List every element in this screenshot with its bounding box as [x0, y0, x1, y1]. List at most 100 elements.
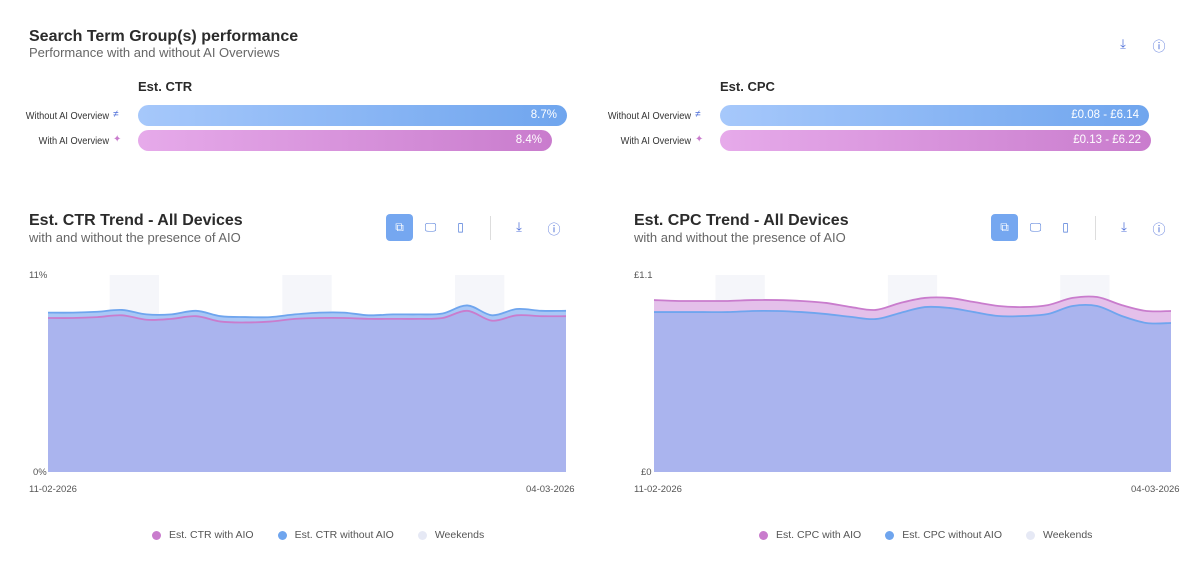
data-point[interactable]: [1093, 293, 1101, 301]
data-point[interactable]: [675, 308, 683, 316]
data-point[interactable]: [1069, 302, 1077, 310]
info-icon[interactable]: ⓘ: [547, 222, 561, 237]
data-point[interactable]: [872, 306, 880, 314]
legend-label: Weekends: [1043, 529, 1093, 541]
data-point[interactable]: [921, 303, 929, 311]
legend-without[interactable]: Est. CPC without AIO: [885, 529, 1002, 541]
data-point[interactable]: [1118, 312, 1126, 320]
data-point[interactable]: [822, 310, 830, 318]
without-aio-line: [47, 304, 567, 319]
data-point[interactable]: [1118, 301, 1126, 309]
data-point[interactable]: [1019, 303, 1027, 311]
download-icon[interactable]: ⤓: [516, 219, 522, 234]
data-point[interactable]: [192, 307, 200, 315]
desktop-button[interactable]: 🖵: [1029, 220, 1042, 234]
legend-weekends[interactable]: Weekends: [1026, 529, 1092, 541]
data-point[interactable]: [650, 308, 658, 316]
data-point[interactable]: [822, 299, 830, 307]
chart-subtitle: with and without the presence of AIO: [634, 230, 846, 245]
divider: [490, 216, 491, 240]
data-point[interactable]: [773, 296, 781, 304]
chart-legend: Est. CPC with AIO Est. CPC without AIO W…: [759, 529, 1092, 541]
data-point[interactable]: [945, 294, 953, 302]
x-tick-start: 11-02-2026: [29, 484, 77, 495]
info-icon[interactable]: ⓘ: [1152, 222, 1166, 237]
data-point[interactable]: [217, 312, 225, 320]
data-point[interactable]: [562, 307, 570, 315]
mobile-button[interactable]: ▯: [457, 220, 464, 234]
data-point[interactable]: [847, 303, 855, 311]
data-point[interactable]: [970, 298, 978, 306]
data-point[interactable]: [414, 310, 422, 318]
data-point[interactable]: [143, 310, 151, 318]
data-point[interactable]: [513, 305, 521, 313]
data-point[interactable]: [748, 307, 756, 315]
cpc-with-label: With AI Overview: [620, 135, 691, 147]
desktop-button[interactable]: 🖵: [424, 220, 437, 234]
download-icon[interactable]: ⤓: [1120, 36, 1126, 51]
legend-dot: [277, 530, 287, 540]
data-point[interactable]: [315, 309, 323, 317]
data-point[interactable]: [650, 296, 658, 304]
data-point[interactable]: [1167, 319, 1175, 327]
data-point[interactable]: [537, 307, 545, 315]
data-point[interactable]: [773, 307, 781, 315]
data-point[interactable]: [1093, 302, 1101, 310]
data-point[interactable]: [118, 306, 126, 314]
legend-label: Est. CPC without AIO: [902, 529, 1002, 541]
data-point[interactable]: [389, 310, 397, 318]
data-point[interactable]: [1069, 294, 1077, 302]
data-point[interactable]: [69, 309, 77, 317]
data-point[interactable]: [1019, 312, 1027, 320]
data-point[interactable]: [1044, 310, 1052, 318]
data-point[interactable]: [995, 302, 1003, 310]
data-point[interactable]: [167, 310, 175, 318]
data-point[interactable]: [945, 304, 953, 312]
data-point[interactable]: [847, 313, 855, 321]
ctr-with-bar: 8.4%: [138, 130, 552, 151]
y-tick-min: 0%: [33, 467, 47, 478]
data-point[interactable]: [463, 301, 471, 309]
data-point[interactable]: [93, 308, 101, 316]
cpc-chart-svg: [650, 275, 1175, 472]
mobile-button[interactable]: ▯: [1062, 220, 1069, 234]
legend-with[interactable]: Est. CTR with AIO: [152, 529, 254, 541]
all-devices-button[interactable]: ⧉: [991, 214, 1018, 241]
data-point[interactable]: [291, 310, 299, 318]
data-point[interactable]: [1044, 301, 1052, 309]
legend-with[interactable]: Est. CPC with AIO: [759, 529, 861, 541]
data-point[interactable]: [266, 313, 274, 321]
data-point[interactable]: [1167, 307, 1175, 315]
data-point[interactable]: [921, 294, 929, 302]
data-point[interactable]: [340, 309, 348, 317]
legend-without[interactable]: Est. CTR without AIO: [277, 529, 394, 541]
data-point[interactable]: [896, 299, 904, 307]
cpc-metric-label: Est. CPC: [720, 79, 775, 94]
data-point[interactable]: [798, 297, 806, 305]
data-point[interactable]: [699, 297, 707, 305]
data-point[interactable]: [365, 311, 373, 319]
data-point[interactable]: [241, 313, 249, 321]
data-point[interactable]: [970, 308, 978, 316]
data-point[interactable]: [1142, 319, 1150, 327]
data-point[interactable]: [699, 308, 707, 316]
data-point[interactable]: [724, 297, 732, 305]
data-point[interactable]: [896, 309, 904, 317]
info-icon[interactable]: ⓘ: [1152, 39, 1166, 54]
legend-weekends[interactable]: Weekends: [417, 529, 484, 541]
all-devices-button[interactable]: ⧉: [386, 214, 413, 241]
data-point[interactable]: [995, 312, 1003, 320]
ctr-without-bar: 8.7%: [138, 105, 567, 126]
data-point[interactable]: [724, 308, 732, 316]
download-icon[interactable]: ⤓: [1121, 219, 1127, 234]
without-aio-line: [654, 303, 1172, 325]
data-point[interactable]: [1142, 307, 1150, 315]
data-point[interactable]: [439, 310, 447, 318]
data-point[interactable]: [798, 308, 806, 316]
data-point[interactable]: [872, 315, 880, 323]
data-point[interactable]: [488, 311, 496, 319]
data-point[interactable]: [748, 296, 756, 304]
data-point[interactable]: [44, 309, 52, 317]
data-point[interactable]: [675, 297, 683, 305]
x-tick-end: 04-03-2026: [526, 484, 575, 495]
